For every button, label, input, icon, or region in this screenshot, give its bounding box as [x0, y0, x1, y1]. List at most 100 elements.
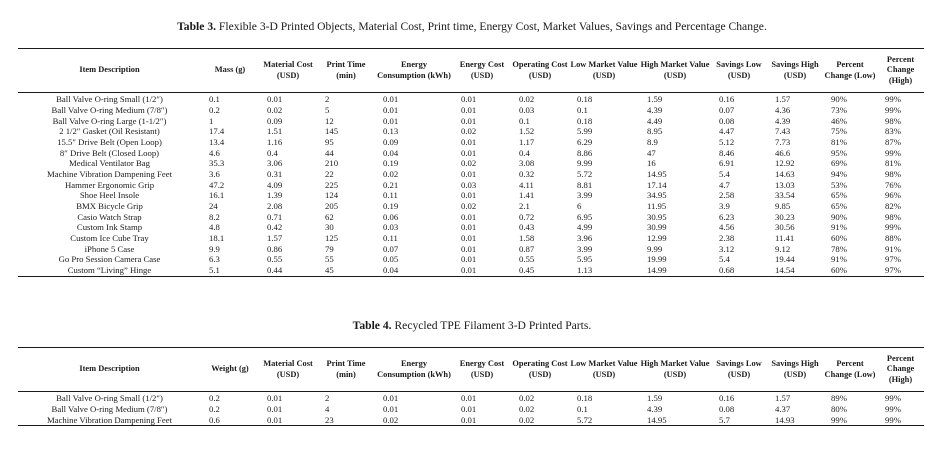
table-row: 15.5″ Drive Belt (Open Loop) 13.4 1.16 95 0.…	[18, 137, 924, 148]
table-cell: 1.17	[519, 136, 535, 147]
table-cell: 0.01	[461, 190, 477, 201]
table4-header-cell: Material Cost (USD)	[259, 347, 317, 392]
table-cell: 0.01	[383, 104, 399, 115]
table-cell: 0.2	[209, 403, 220, 414]
table-cell: 60%	[823, 265, 877, 277]
table-cell: 81%	[831, 136, 847, 147]
table-cell: 8.81	[577, 179, 593, 190]
table-cell: 210	[325, 158, 339, 169]
table-cell: 0.16	[719, 393, 735, 404]
table-cell: 3.6	[209, 168, 220, 179]
table-cell: 0.01	[461, 243, 477, 254]
table-cell: 0.03	[519, 104, 535, 115]
table-cell: Hammer Ergonomic Grip	[64, 179, 155, 190]
table-cell: 89%	[831, 393, 847, 404]
table-cell: 80%	[831, 403, 847, 414]
table-cell: 0.55	[267, 254, 283, 265]
table-cell: 0.01	[461, 403, 477, 414]
table-cell: 0.01	[453, 414, 511, 427]
table-cell: 145	[325, 126, 339, 137]
table3-header-cell: Percent Change (Low)	[823, 48, 877, 93]
table-cell: 2 1/2″ Gasket (Oil Resistant)	[59, 126, 160, 137]
table-cell: 0.07	[719, 104, 735, 115]
table-row: Custom Ink Stamp 4.8 0.42 30 0.03 0.01 0.43 4.9…	[18, 222, 924, 233]
table-row: Casio Watch Strap 8.2 0.71 62 0.06 0.01 0.72 6.…	[18, 212, 924, 223]
table-cell: 0.01	[461, 254, 477, 265]
table-cell: 3.99	[577, 190, 593, 201]
table3-caption: Table 3. Flexible 3-D Printed Objects, M…	[0, 20, 944, 34]
table3-body: Ball Valve O-ring Small (1/2″) 0.1 0.01 2 0.…	[18, 93, 924, 277]
table3: Item Description Mass (g) Material Cost (U…	[18, 48, 924, 277]
table-row: Ball Valve O-ring Small (1/2″) 0.1 0.01 2 0.…	[18, 93, 924, 105]
table-cell: 4.99	[577, 222, 593, 233]
table-cell: 2.58	[719, 190, 735, 201]
table-row: 8″ Drive Belt (Closed Loop) 4.6 0.4 44 0.04 0…	[18, 147, 924, 158]
table-cell: 0.4	[267, 147, 278, 158]
table-cell: 4.8	[209, 222, 220, 233]
table-cell: 55	[325, 254, 334, 265]
table-cell: 19.44	[775, 254, 795, 265]
table-cell: 1.16	[267, 136, 283, 147]
table-cell: 91%	[831, 254, 847, 265]
table3-header-cell: Energy Cost (USD)	[453, 48, 511, 93]
table-cell: 98%	[885, 115, 901, 126]
table-cell: 35.3	[209, 158, 225, 169]
table-cell: 0.01	[461, 393, 477, 404]
table-cell: 14.95	[639, 414, 711, 427]
table-cell: 6	[577, 201, 582, 212]
table-cell: 76%	[885, 179, 901, 190]
table-cell: 225	[325, 179, 339, 190]
table-cell: Machine Vibration Dampening Feet	[18, 414, 201, 427]
table-cell: 1.57	[775, 393, 791, 404]
table-cell: 13.4	[209, 136, 225, 147]
table-cell: 0.01	[461, 233, 477, 244]
table-cell: 98%	[885, 211, 901, 222]
table4-header-cell: Print Time (min)	[317, 347, 375, 392]
table-row: Machine Vibration Dampening Feet 3.6 0.31 2…	[18, 169, 924, 180]
table-cell: 99%	[885, 94, 901, 105]
table-cell: 4.6	[209, 147, 220, 158]
table4-header-cell: Operating Cost (USD)	[511, 347, 569, 392]
table-cell: iPhone 5 Case	[84, 243, 135, 254]
table-cell: 65%	[831, 201, 847, 212]
table-cell: 9.85	[775, 201, 791, 212]
table-cell: 1.57	[775, 94, 791, 105]
table-cell: 1.13	[569, 265, 639, 277]
table-row: Machine Vibration Dampening Feet 0.6 0.01 2…	[18, 414, 924, 427]
table-cell: 0.01	[383, 403, 399, 414]
table-cell: 0.11	[383, 190, 398, 201]
table-cell: 11.95	[647, 201, 667, 212]
table-cell: 0.11	[383, 233, 398, 244]
table-cell: 79	[325, 243, 334, 254]
table-cell: 0.01	[461, 136, 477, 147]
table-cell: 0.01	[267, 94, 283, 105]
table-cell: 83%	[885, 126, 901, 137]
table4-caption-label: Table 4.	[352, 319, 392, 332]
table3-header-cell: High Market Value (USD)	[639, 48, 711, 93]
table-cell: 0.18	[577, 94, 593, 105]
table-cell: 78%	[831, 243, 847, 254]
table-row: Custom Ice Cube Tray 18.1 1.57 125 0.11 0.01 1…	[18, 233, 924, 244]
table-cell: 0.01	[461, 115, 477, 126]
table-cell: 0.72	[519, 211, 535, 222]
table-cell: 0.87	[519, 243, 535, 254]
table-cell: 99%	[823, 414, 877, 427]
table-cell: 1.41	[519, 190, 535, 201]
table-cell: 0.02	[461, 201, 477, 212]
table-cell: 15.5″ Drive Belt (Open Loop)	[57, 136, 162, 147]
table-cell: 1.58	[519, 233, 535, 244]
table-cell: 30	[325, 222, 334, 233]
table-cell: 94%	[831, 168, 847, 179]
table-cell: Go Pro Session Camera Case	[58, 254, 161, 265]
table4-header-cell: Percent Change (High)	[877, 347, 924, 392]
table-cell: 17.4	[209, 126, 225, 137]
table-cell: 6.23	[719, 211, 735, 222]
table-cell: Custom “Living” Hinge	[18, 265, 201, 277]
table-cell: 0.18	[577, 115, 593, 126]
table-cell: 125	[325, 233, 339, 244]
table-cell: 99%	[885, 222, 901, 233]
table-cell: 97%	[885, 254, 901, 265]
table-cell: 0.01	[267, 393, 283, 404]
table-cell: 99%	[885, 104, 901, 115]
table3-header-cell: Operating Cost (USD)	[511, 48, 569, 93]
